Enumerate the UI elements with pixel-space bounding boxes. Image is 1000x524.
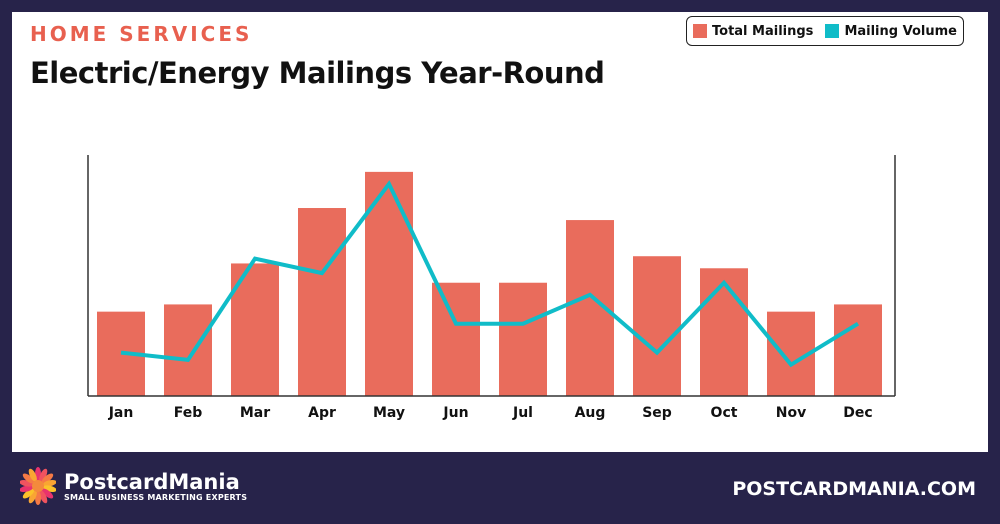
- x-tick-label: May: [373, 405, 405, 421]
- chart-title: Electric/Energy Mailings Year-Round: [30, 56, 605, 90]
- x-tick-label: Jan: [108, 405, 134, 421]
- postcardmania-logo: PostcardMania SMALL BUSINESS MARKETING E…: [20, 466, 247, 506]
- x-tick-label: Nov: [776, 405, 806, 421]
- x-tick-label: Jun: [442, 405, 468, 421]
- legend-item-total-mailings: Total Mailings: [693, 24, 813, 39]
- category-kicker: HOME SERVICES: [30, 22, 253, 46]
- bar-sep: [633, 256, 681, 396]
- legend-item-mailing-volume: Mailing Volume: [825, 24, 957, 39]
- website-link[interactable]: POSTCARDMANIA.COM: [732, 478, 976, 500]
- x-tick-label: Dec: [843, 405, 872, 421]
- legend: Total Mailings Mailing Volume: [686, 16, 964, 46]
- x-tick-label: Apr: [308, 405, 336, 421]
- x-tick-label: Feb: [174, 405, 203, 421]
- brand-tagline: SMALL BUSINESS MARKETING EXPERTS: [64, 492, 248, 502]
- x-tick-label: Mar: [240, 405, 270, 421]
- legend-swatch-total-mailings: [693, 24, 707, 38]
- sunburst-logo-icon: [20, 467, 56, 505]
- legend-label: Total Mailings: [712, 23, 814, 39]
- x-tick-label: Sep: [642, 405, 672, 421]
- x-tick-label: Aug: [575, 405, 606, 421]
- bar-oct: [700, 268, 748, 396]
- bar-feb: [164, 304, 212, 396]
- x-tick-label: Jul: [512, 405, 533, 421]
- bar-apr: [298, 208, 346, 396]
- brand-name: PostcardMania: [64, 469, 240, 494]
- line-mailing-volume: [120, 180, 860, 368]
- x-tick-label: Oct: [711, 405, 738, 421]
- bar-may: [365, 171, 413, 396]
- bar-jul: [499, 282, 547, 396]
- legend-label: Mailing Volume: [844, 23, 957, 39]
- bar-dec: [834, 304, 882, 396]
- legend-swatch-mailing-volume: [825, 24, 840, 38]
- bar-jun: [432, 282, 480, 396]
